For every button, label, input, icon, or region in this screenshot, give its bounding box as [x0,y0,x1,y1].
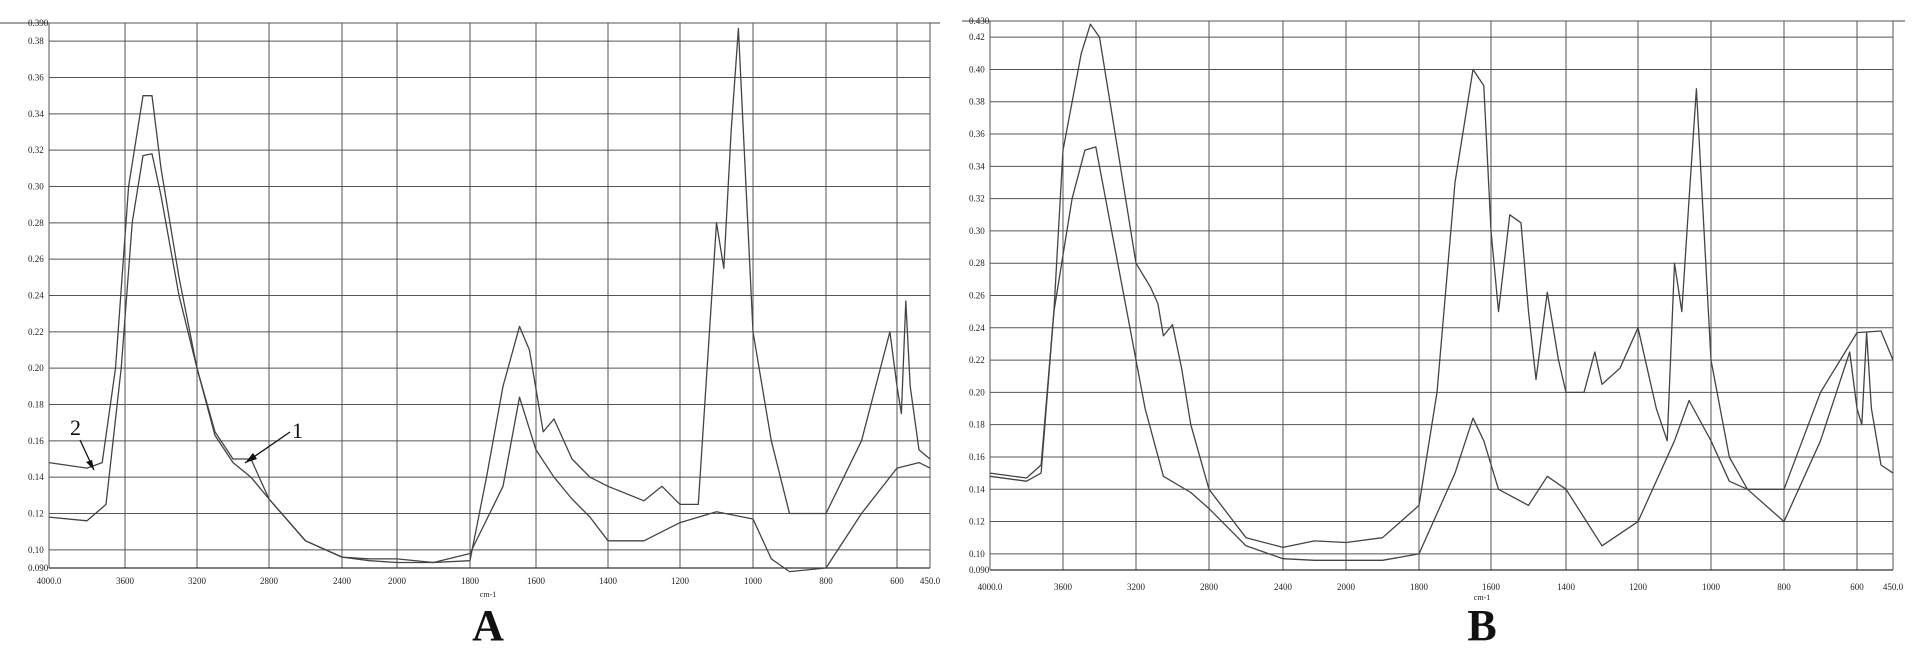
x-tick-label: 1600 [1482,582,1501,592]
y-tick-label: 0.36 [28,73,44,83]
x-tick-label: 2400 [333,576,352,586]
y-tick-label: 0.26 [969,291,985,301]
x-tick-label: 1400 [599,576,618,586]
y-tick-label: 0.20 [969,387,985,397]
x-tick-label: 1800 [461,576,480,586]
x-tick-label: 1400 [1557,582,1576,592]
y-tick-label: 0.18 [28,400,44,410]
y-tick-label: 0.30 [28,182,44,192]
spectrum-line-a-1 [48,153,931,573]
y-tick-label: 0.26 [28,254,44,264]
y-tick-label: 0.16 [28,436,44,446]
y-tick-label: 0.24 [969,323,985,333]
x-unit-label: cm-1 [480,590,496,599]
arrowhead-icon [86,460,94,470]
x-tick-label: 2000 [1337,582,1356,592]
y-tick-label: 0.36 [969,129,985,139]
y-tick-label: 0.28 [969,258,985,268]
y-tick-label: 0.14 [969,484,985,494]
y-tick-label: 0.12 [28,509,44,519]
y-tick-label: 0.10 [969,549,985,559]
y-tick-label: 0.390 [28,18,49,28]
panel-label-a: A [472,601,504,650]
y-tick-label: 0.38 [969,97,985,107]
arrowhead-icon [245,453,257,463]
x-tick-label: 4000.0 [978,582,1003,592]
x-tick-label: 1600 [527,576,546,586]
x-tick-label: 2400 [1274,582,1293,592]
x-tick-label: 600 [1850,582,1864,592]
y-tick-label: 0.38 [28,36,44,46]
y-tick-label: 0.12 [969,517,985,527]
spectrum-line-b-2 [989,146,1894,561]
x-tick-label: 600 [890,576,904,586]
x-tick-label: 1000 [1702,582,1721,592]
y-tick-label: 0.10 [28,545,44,555]
x-tick-label: 3200 [188,576,207,586]
y-tick-label: 0.32 [969,194,985,204]
y-tick-label: 0.22 [28,327,44,337]
x-unit-label: cm-1 [1474,593,1490,602]
y-tick-label: 0.14 [28,472,44,482]
x-tick-label: 3600 [1054,582,1073,592]
x-tick-label: 2800 [1200,582,1219,592]
spectrum-line-b-1 [989,23,1894,549]
y-tick-label: 0.34 [969,161,985,171]
x-tick-label: 3200 [1127,582,1146,592]
y-tick-label: 0.42 [969,32,985,42]
y-tick-label: 0.34 [28,109,44,119]
x-tick-label: 2000 [388,576,407,586]
x-tick-label: 3600 [116,576,135,586]
y-tick-label: 0.20 [28,363,44,373]
x-tick-label: 2800 [260,576,279,586]
y-tick-label: 0.430 [969,16,990,26]
y-tick-label: 0.32 [28,145,44,155]
panel-a-chart: 0.390 0.38 0.36 0.34 0.32 0.30 0.28 0.26 0.24 0.2… [0,18,941,650]
x-tick-label: 800 [819,576,833,586]
y-tick-label: 0.28 [28,218,44,228]
x-tick-label: 450.0 [920,576,941,586]
x-tick-label: 1200 [1629,582,1648,592]
y-tick-label: 0.18 [969,420,985,430]
panel-b-chart: 0.430 0.42 0.40 0.38 0.36 0.34 0.32 0.30 0.28 0.2… [962,16,1905,650]
y-tick-label: 0.090 [28,563,49,573]
y-tick-label: 0.30 [969,226,985,236]
annotation-label-1: 1 [292,418,303,443]
x-tick-label: 450.0 [1883,582,1904,592]
y-tick-label: 0.40 [969,64,985,74]
spectrum-line-a-2 [48,27,931,564]
y-tick-label: 0.16 [969,452,985,462]
x-tick-label: 4000.0 [37,576,62,586]
x-tick-label: 1000 [744,576,763,586]
x-tick-label: 800 [1777,582,1791,592]
panel-label-b: B [1467,601,1496,650]
x-tick-label: 1800 [1410,582,1429,592]
y-tick-label: 0.22 [969,355,985,365]
x-tick-label: 1200 [671,576,690,586]
y-tick-label: 0.24 [28,291,44,301]
annotation-label-2: 2 [70,415,81,440]
y-tick-label: 0.090 [969,565,990,575]
